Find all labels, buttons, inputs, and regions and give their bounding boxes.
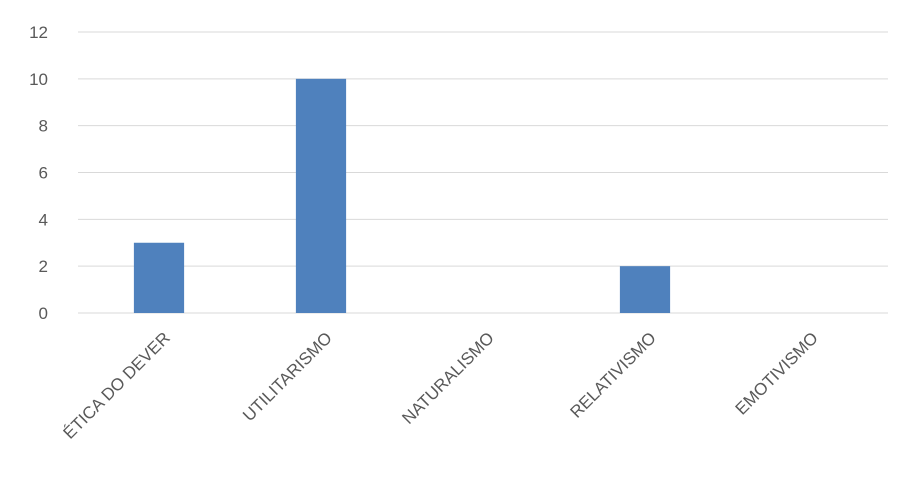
y-tick-label: 8 bbox=[39, 117, 48, 136]
x-category-label: EMOTIVISMO bbox=[732, 328, 822, 418]
y-axis-tick-labels: 0 2 4 6 8 10 12 bbox=[29, 23, 48, 323]
bars bbox=[133, 78, 671, 313]
y-tick-label: 4 bbox=[39, 210, 48, 229]
y-tick-label: 12 bbox=[29, 23, 48, 42]
x-category-label: UTILITARISMO bbox=[239, 328, 336, 425]
bar bbox=[295, 78, 347, 313]
y-tick-label: 0 bbox=[39, 304, 48, 323]
y-tick-label: 10 bbox=[29, 70, 48, 89]
x-category-label: NATURALISMO bbox=[398, 328, 497, 427]
x-axis-category-labels: ÉTICA DO DEVER UTILITARISMO NATURALISMO REL… bbox=[60, 328, 822, 442]
y-tick-label: 2 bbox=[39, 257, 48, 276]
gridlines bbox=[78, 31, 888, 314]
bar bbox=[133, 242, 185, 313]
x-category-label: RELATIVISMO bbox=[566, 328, 659, 421]
x-category-label: ÉTICA DO DEVER bbox=[60, 328, 174, 442]
y-tick-label: 6 bbox=[39, 164, 48, 183]
bar bbox=[619, 266, 671, 313]
